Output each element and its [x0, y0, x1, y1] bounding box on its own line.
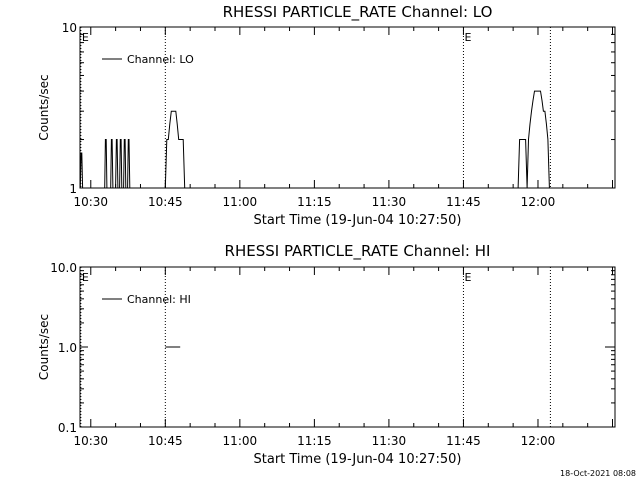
x-tick-label: 12:00 [521, 434, 556, 448]
x-tick-label: 11:15 [297, 434, 332, 448]
y-tick-label: 10.0 [50, 261, 77, 275]
x-tick-label: 10:30 [73, 434, 108, 448]
event-marker-label: E [464, 31, 471, 44]
y-axis-label: Counts/sec [37, 314, 51, 380]
x-tick-label: 11:00 [223, 434, 258, 448]
chart-title: RHESSI PARTICLE_RATE Channel: LO [223, 3, 493, 22]
x-tick-label: 11:45 [446, 195, 481, 209]
y-tick-label: 1 [69, 182, 77, 196]
x-axis-label: Start Time (19-Jun-04 10:27:50) [254, 213, 462, 228]
x-tick-label: 12:00 [521, 195, 556, 209]
series-line-1 [79, 90, 551, 189]
y-tick-label: 0.1 [58, 421, 77, 435]
x-tick-label: 10:30 [73, 195, 108, 209]
panel-hi: RHESSI PARTICLE_RATE Channel: HI Counts/s… [37, 242, 616, 467]
event-marker-label: E [82, 31, 89, 44]
y-tick-label: 1.0 [58, 341, 77, 355]
x-tick-label: 11:30 [372, 195, 407, 209]
x-tick-label: 11:00 [223, 195, 258, 209]
x-tick-label: 11:30 [372, 434, 407, 448]
x-tick-label: 10:45 [148, 195, 183, 209]
x-tick-label: 11:15 [297, 195, 332, 209]
y-axis-label: Counts/sec [37, 74, 51, 140]
y-tick-label: 10 [62, 21, 77, 35]
x-tick-label: 10:45 [148, 434, 183, 448]
legend-label: Channel: HI [127, 293, 191, 306]
legend-label: Channel: LO [127, 53, 194, 66]
event-marker-label: E [82, 271, 89, 284]
chart-title: RHESSI PARTICLE_RATE Channel: HI [225, 242, 491, 261]
x-axis-label: Start Time (19-Jun-04 10:27:50) [254, 452, 462, 467]
generation-timestamp: 18-Oct-2021 08:08 [560, 469, 636, 478]
x-tick-label: 11:45 [446, 434, 481, 448]
panel-lo: RHESSI PARTICLE_RATE Channel: LO Counts/s… [37, 3, 616, 228]
plot-frame [79, 266, 616, 428]
plot-frame [79, 26, 616, 189]
event-marker-label: E [464, 271, 471, 284]
